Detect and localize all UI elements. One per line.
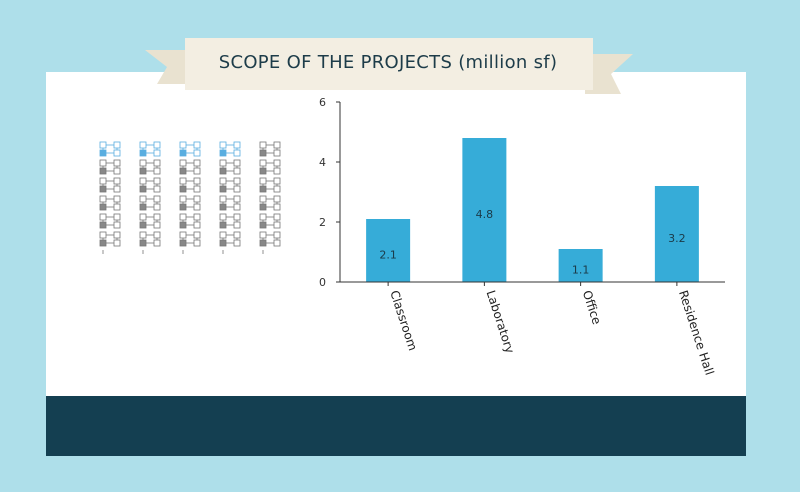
bar-chart: 2.1 4.8 1.1 3.2 0 2 4 6 Classroom Laboratory Off… [319, 96, 725, 377]
building-floorplan-icon [219, 141, 241, 254]
building-icon-grid [99, 141, 281, 254]
bar-office [558, 249, 603, 282]
building-floorplan-icon [139, 141, 161, 254]
bar-value-label: 1.1 [572, 264, 590, 277]
page-title: SCOPE OF THE PROJECTS (million sf) [218, 52, 558, 73]
title-ribbon: SCOPE OF THE PROJECTS (million sf) [145, 36, 633, 94]
bar-classroom [366, 219, 411, 282]
bars-layer [366, 138, 699, 282]
x-category-label: Laboratory [484, 289, 518, 356]
y-tick-label: 2 [319, 216, 326, 229]
x-category-label: Office [580, 289, 604, 327]
y-tick-label: 6 [319, 96, 326, 109]
y-ticks-layer: 0 2 4 6 [319, 96, 340, 289]
bar-residence-hall [654, 186, 699, 282]
x-category-label: Residence Hall [676, 289, 717, 377]
footer-band [46, 396, 746, 456]
building-floorplan-icon [179, 141, 201, 254]
bar-value-label: 2.1 [379, 249, 397, 262]
bar-value-label: 4.8 [476, 208, 494, 221]
y-tick-label: 4 [319, 156, 326, 169]
ribbon-shape [145, 38, 633, 94]
y-tick-label: 0 [319, 276, 326, 289]
building-floorplan-icon [259, 141, 281, 254]
value-labels-layer: 2.1 4.8 1.1 3.2 [379, 208, 685, 277]
x-labels-layer: Classroom Laboratory Office Residence Hall [387, 282, 717, 377]
bar-value-label: 3.2 [668, 232, 686, 245]
bar-laboratory [462, 138, 507, 282]
building-floorplan-icon [99, 141, 121, 254]
x-category-label: Classroom [387, 289, 420, 353]
